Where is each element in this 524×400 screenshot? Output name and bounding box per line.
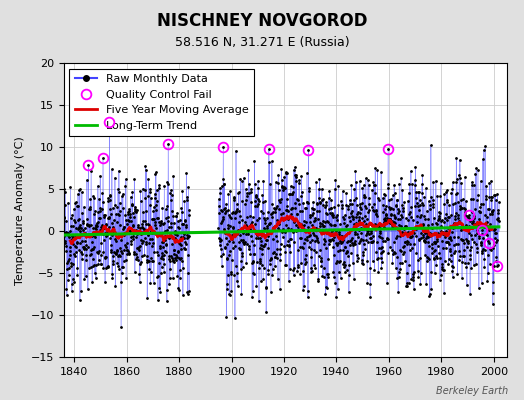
- Y-axis label: Temperature Anomaly (°C): Temperature Anomaly (°C): [15, 136, 25, 284]
- Text: Berkeley Earth: Berkeley Earth: [436, 386, 508, 396]
- Text: NISCHNEY NOVGOROD: NISCHNEY NOVGOROD: [157, 12, 367, 30]
- Legend: Raw Monthly Data, Quality Control Fail, Five Year Moving Average, Long-Term Tren: Raw Monthly Data, Quality Control Fail, …: [69, 68, 254, 136]
- Text: 58.516 N, 31.271 E (Russia): 58.516 N, 31.271 E (Russia): [174, 36, 350, 49]
